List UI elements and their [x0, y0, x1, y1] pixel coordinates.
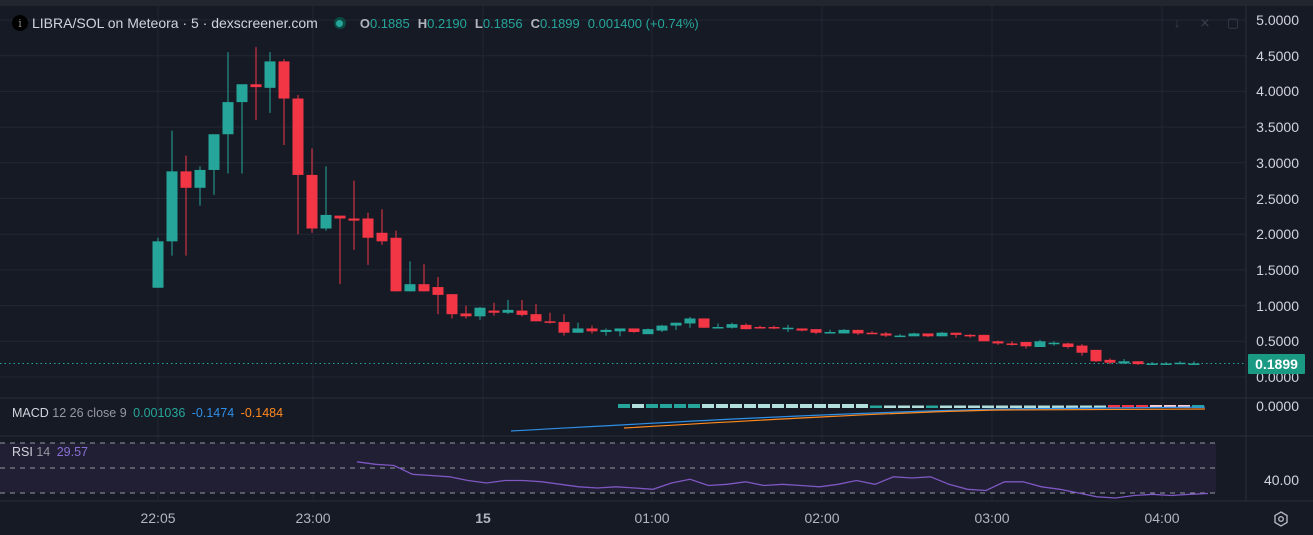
rsi-params: 14 [36, 445, 51, 459]
ohlc-values: O 0.1885 H 0.2190 L 0.1856 C 0.1899 0.001400… [360, 16, 707, 31]
price-axis-label: 5.0000 [1256, 12, 1299, 28]
price-axis-label: 2.0000 [1256, 226, 1299, 243]
price-axis-label: 3.5000 [1256, 119, 1299, 136]
close-value: 0.1899 [540, 15, 580, 31]
time-axis-label: 22:05 [140, 510, 176, 526]
low-label: L [474, 15, 483, 31]
macd-legend: MACD 12 26 close 9 0.001036 -0.1474 -0.1… [12, 406, 283, 420]
price-axis-label: 3.0000 [1256, 154, 1299, 171]
open-label: O [359, 15, 370, 31]
time-axis-label: 15 [475, 510, 491, 526]
time-axis-label: 03:00 [974, 510, 1010, 526]
price-axis-label: 2.5000 [1256, 190, 1299, 207]
gear-icon[interactable] [1272, 510, 1290, 528]
rsi-axis-label: 40.00 [1263, 472, 1299, 488]
current-price-badge: 0.1899 [1248, 354, 1305, 374]
info-icon[interactable]: i [12, 15, 28, 31]
market-status-icon [333, 17, 346, 29]
macd-params: 12 26 close 9 [52, 406, 127, 420]
price-axis-label: 1.5000 [1256, 261, 1299, 278]
time-axis-label: 04:00 [1144, 510, 1180, 526]
macd-axis-label: 0.0000 [1256, 398, 1299, 414]
high-value: 0.2190 [427, 15, 467, 31]
macd-signal-value: -0.1484 [240, 406, 284, 420]
arrow-down-icon[interactable]: ↓ [1173, 15, 1181, 30]
change-value: 0.001400 (+0.74%) [587, 15, 699, 31]
rsi-name: RSI [12, 445, 33, 459]
price-axis-label: 0.5000 [1256, 333, 1299, 350]
macd-histogram-value: 0.001036 [133, 406, 186, 420]
pane-toolbar: ↓ ⨯ ▢ [1166, 14, 1244, 32]
time-axis-label: 23:00 [295, 510, 331, 526]
window-top-border [0, 0, 1313, 6]
macd-line-value: -0.1474 [191, 406, 235, 420]
time-axis-label: 02:00 [804, 510, 840, 526]
open-value: 0.1885 [369, 15, 410, 31]
maximize-icon[interactable]: ▢ [1226, 15, 1240, 30]
time-axis-label: 01:00 [634, 510, 670, 526]
price-axis-label: 1.0000 [1256, 297, 1299, 314]
macd-name: MACD [12, 406, 49, 420]
price-axis-label: 4.5000 [1256, 47, 1299, 64]
rsi-legend: RSI 14 29.57 [12, 445, 88, 459]
price-axis-label: 4.0000 [1256, 83, 1299, 100]
rsi-value: 29.57 [56, 445, 88, 459]
plot-area[interactable] [0, 6, 1246, 502]
chart-legend: i LIBRA/SOL on Meteora · 5 · dexscreener… [12, 14, 707, 32]
symbol-title: LIBRA/SOL on Meteora · 5 · dexscreener.c… [32, 15, 318, 31]
high-label: H [417, 15, 428, 31]
close-label: C [530, 15, 540, 31]
low-value: 0.1856 [482, 15, 523, 31]
collapse-icon[interactable]: ⨯ [1199, 15, 1211, 30]
